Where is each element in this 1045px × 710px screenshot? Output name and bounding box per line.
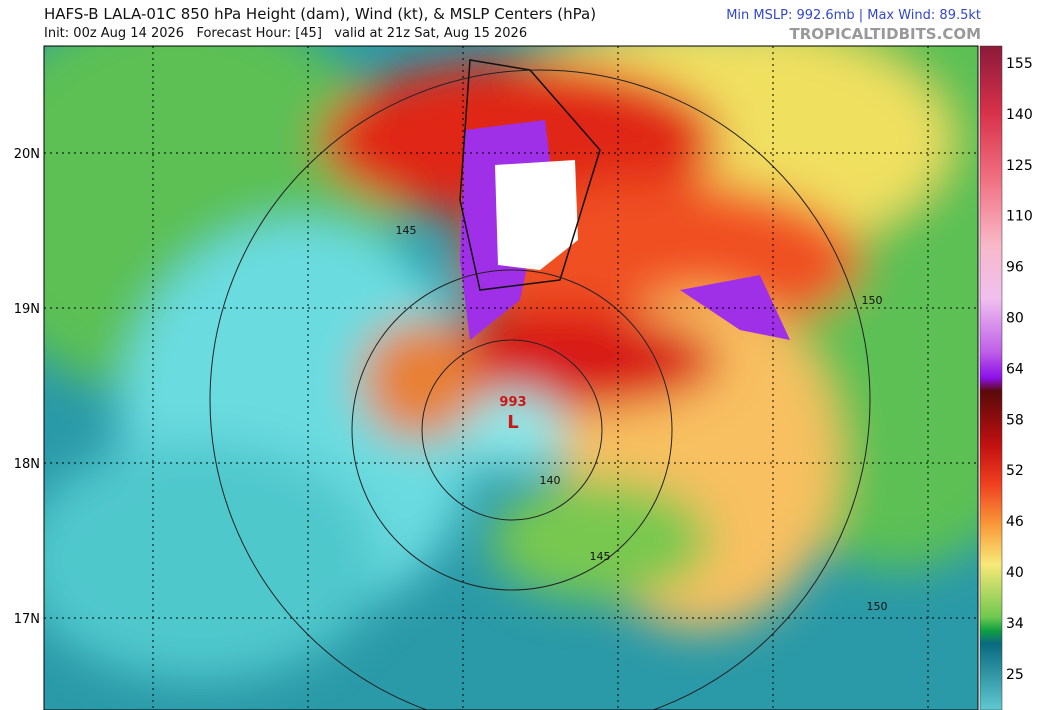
colorbar-label: 46 (1006, 514, 1024, 530)
lat-label: 19N (14, 302, 40, 317)
colorbar-label: 34 (1006, 616, 1024, 632)
contour-label: 145 (396, 224, 417, 237)
stats: Min MSLP: 992.6mb | Max Wind: 89.5kt (726, 8, 981, 23)
contour-label: 150 (867, 600, 888, 613)
colorbar-label: 125 (1006, 158, 1033, 174)
lat-labels: 20N 19N 18N 17N (14, 147, 40, 627)
colorbar-label: 155 (1006, 56, 1033, 72)
contour-labels: 145 140 145 150 150 (396, 224, 888, 613)
init-line: Init: 00z Aug 14 2026 Forecast Hour: [45… (44, 26, 528, 41)
lat-label: 20N (14, 147, 40, 162)
colorbar-label: 64 (1006, 361, 1024, 377)
contour-label: 150 (862, 294, 883, 307)
lat-label: 18N (14, 457, 40, 472)
colorbar-label: 40 (1006, 565, 1024, 581)
colorbar-label: 96 (1006, 260, 1024, 276)
low-symbol: L (507, 412, 518, 433)
contour-label: 140 (540, 474, 561, 487)
low-pressure: 993 (499, 395, 526, 410)
colorbar-label: 110 (1006, 209, 1033, 225)
colorbar-label: 58 (1006, 412, 1024, 428)
source: TROPICALTIDBITS.COM (789, 25, 982, 43)
colorbar-label: 80 (1006, 311, 1024, 327)
colorbar-label: 52 (1006, 463, 1024, 479)
lat-label: 17N (14, 612, 40, 627)
title: HAFS-B LALA-01C 850 hPa Height (dam), Wi… (44, 5, 597, 23)
colorbar-label: 140 (1006, 107, 1033, 123)
colorbar-label: 25 (1006, 667, 1024, 683)
contour-label: 145 (590, 550, 611, 563)
colorbar-labels: 155 140 125 110 96 80 64 58 52 46 40 34 25 (1006, 56, 1033, 683)
